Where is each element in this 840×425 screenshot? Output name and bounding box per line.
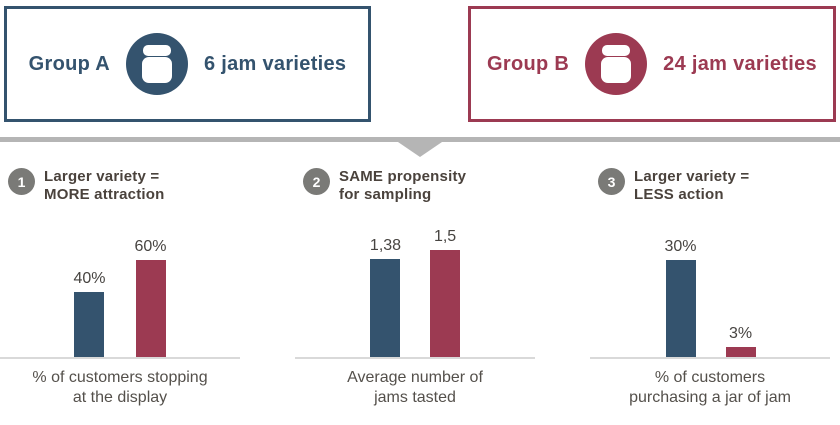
bar-value-label: 60% (134, 238, 167, 255)
bar-group-b: 60% (135, 238, 167, 357)
bar-group-b-rect (135, 260, 166, 357)
chart-3-caption: % of customers purchasing a jar of jam (629, 369, 791, 406)
chart-purchase: 3 Larger variety = LESS action 30% 3% % … (590, 165, 830, 408)
chart-1-plot: 40% 60% (0, 211, 240, 357)
group-b-box: Group B 24 jam varieties (468, 6, 836, 122)
bar-group-a-rect (74, 292, 105, 357)
divider-bar (0, 137, 840, 142)
chart-attraction: 1 Larger variety = MORE attraction 40% 6… (0, 165, 240, 408)
chart-2-header: 2 SAME propensity for sampling (295, 165, 535, 211)
group-b-varieties-label: 24 jam varieties (663, 52, 817, 75)
bar-group-b: 3% (725, 325, 756, 357)
findings-row: 1 Larger variety = MORE attraction 40% 6… (0, 165, 840, 408)
chart-2-plot: 1,38 1,5 (295, 211, 535, 357)
bar-group-a: 30% (664, 238, 697, 357)
bar-value-label: 1,38 (369, 237, 402, 254)
bar-group-a-rect (370, 259, 401, 357)
bar-value-label: 30% (664, 238, 697, 255)
bar-value-label: 3% (728, 325, 753, 342)
bar-value-label: 1,5 (433, 228, 457, 245)
chart-1-header: 1 Larger variety = MORE attraction (0, 165, 240, 211)
bar-value-label: 40% (73, 270, 106, 287)
chart-sampling: 2 SAME propensity for sampling 1,38 1,5 … (295, 165, 535, 408)
chart-3-title: Larger variety = LESS action (634, 168, 750, 203)
group-a-varieties-label: 6 jam varieties (203, 52, 347, 75)
chart-2-title: SAME propensity for sampling (339, 168, 467, 203)
number-badge-3: 3 (598, 168, 625, 195)
bar-group-b: 1,5 (430, 228, 461, 357)
chart-2-caption: Average number of jams tasted (347, 369, 483, 406)
jam-jar-icon (125, 33, 188, 95)
chart-1-title: Larger variety = MORE attraction (44, 168, 165, 203)
chart-1-caption: % of customers stopping at the display (32, 369, 208, 406)
baseline (295, 357, 535, 359)
bar-group-b-rect (430, 250, 461, 357)
group-b-name: Group B (487, 52, 570, 75)
baseline (590, 357, 830, 359)
group-a-name: Group A (28, 52, 110, 75)
number-badge-2: 2 (303, 168, 330, 195)
chart-3-header: 3 Larger variety = LESS action (590, 165, 830, 211)
bar-group-a-rect (665, 260, 696, 357)
bar-group-a: 1,38 (370, 237, 401, 357)
arrow-down-icon (398, 142, 442, 157)
jam-jar-icon (585, 33, 648, 95)
group-a-box: Group A 6 jam varieties (4, 6, 371, 122)
bar-group-a: 40% (73, 270, 106, 357)
number-badge-1: 1 (8, 168, 35, 195)
bar-group-b-rect (725, 347, 756, 357)
chart-3-plot: 30% 3% (590, 211, 830, 357)
baseline (0, 357, 240, 359)
